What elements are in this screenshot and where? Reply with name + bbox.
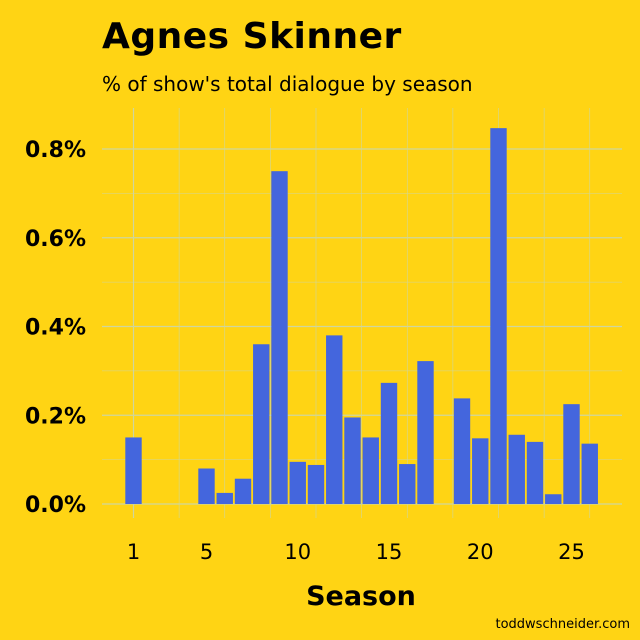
bar-season-23 [526,441,544,504]
bar-season-7 [234,478,252,504]
bar-season-16 [399,464,416,504]
bar-season-21 [490,128,507,505]
grid-lines [102,108,622,518]
bar-season-11 [307,464,325,504]
credit-text: toddwschneider.com [495,617,631,632]
bar-season-13 [344,417,361,504]
bar-season-22 [508,434,525,504]
bar-season-9 [271,171,288,504]
x-tick-label: 20 [467,540,494,564]
bar-season-20 [472,438,489,504]
bars [125,128,598,505]
bar-season-14 [362,437,379,504]
bar-season-5 [198,468,215,504]
x-axis-label: Season [306,581,416,612]
x-tick-label: 1 [127,540,140,564]
bar-season-6 [216,492,233,504]
bar-season-8 [253,344,270,504]
y-tick-label: 0.4% [25,316,86,341]
x-tick-label: 5 [200,540,213,564]
x-axis-ticks: 1 5 10 15 20 25 [127,540,585,564]
bar-season-10 [289,461,306,504]
bar-season-1 [125,437,142,504]
chart-subtitle: % of show's total dialogue by season [102,72,473,96]
y-tick-label: 0.0% [25,493,86,518]
y-axis-ticks: 0.0% 0.2% 0.4% 0.6% 0.8% [25,138,86,518]
x-tick-label: 15 [376,540,403,564]
bar-season-25 [563,404,580,504]
y-tick-label: 0.8% [25,138,86,163]
bar-season-12 [326,335,343,504]
bar-season-15 [380,382,398,504]
y-tick-label: 0.6% [25,227,86,252]
bar-season-26 [581,443,598,504]
x-tick-label: 10 [284,540,311,564]
x-tick-label: 25 [558,540,585,564]
bar-season-19 [453,398,471,504]
chart-title: Agnes Skinner [102,16,402,57]
bar-season-24 [545,494,562,504]
y-tick-label: 0.2% [25,404,86,429]
bar-season-17 [417,361,434,504]
